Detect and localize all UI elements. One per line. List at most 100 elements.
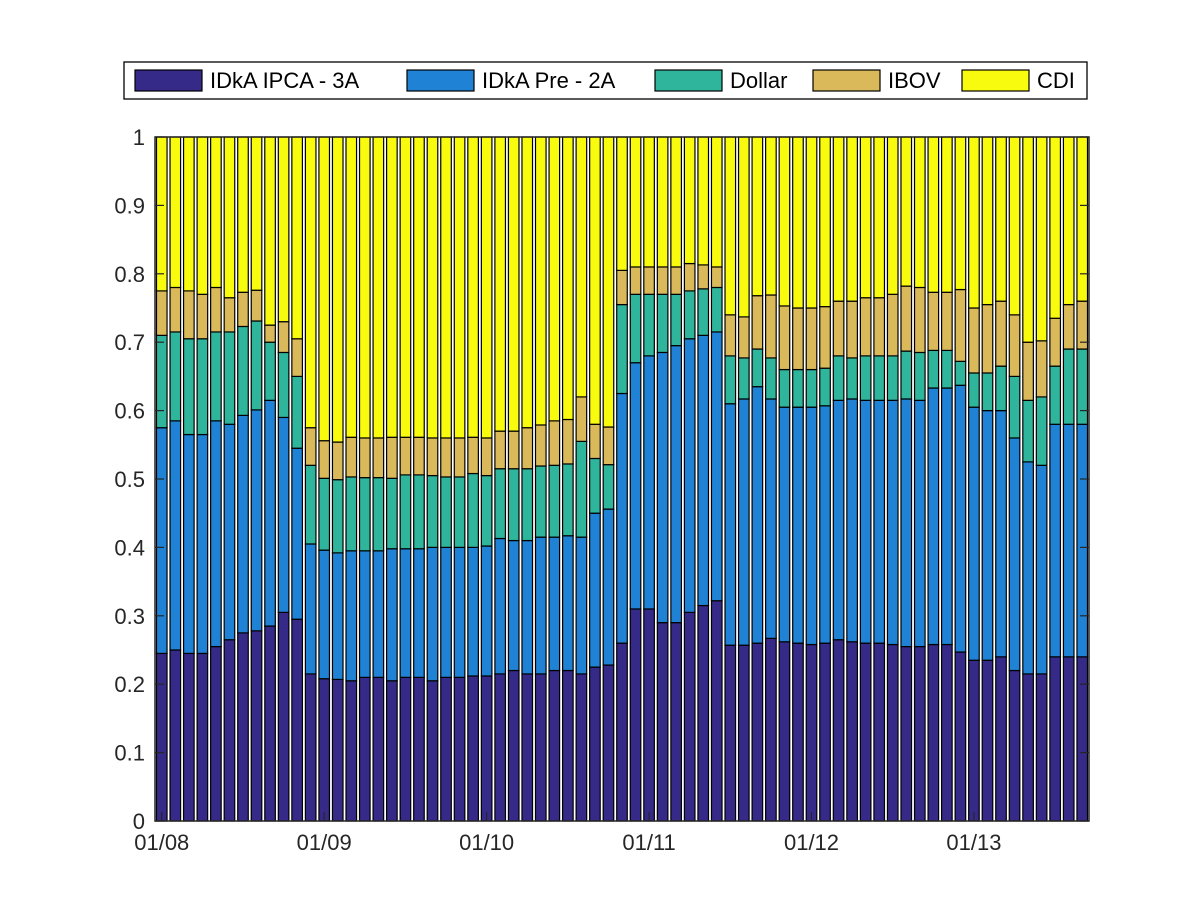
bar-segment-3-14 [345, 436, 358, 478]
bar-segment-2-45 [765, 357, 777, 400]
bar-segment-4-24 [480, 136, 493, 439]
bar-segment-2-11 [304, 464, 317, 545]
bar-segment-1-55 [900, 398, 913, 648]
bar-segment-2-10 [291, 375, 304, 449]
bar-segment-0-66 [1049, 656, 1062, 822]
bar-segment-0-40 [697, 604, 710, 822]
bar-segment-1-49 [819, 405, 831, 644]
bar-segment-2-55 [900, 350, 913, 400]
bar-segment-2-13 [331, 479, 344, 554]
bar-segment-1-0 [155, 427, 168, 655]
bar-segment-4-6 [237, 136, 249, 293]
bars-layer [155, 136, 1089, 822]
bar-segment-2-37 [656, 293, 669, 354]
bar-segment-1-41 [710, 331, 723, 602]
bar-segment-2-65 [1035, 396, 1048, 466]
bar-segment-2-22 [453, 476, 466, 549]
bar-segment-4-68 [1076, 136, 1089, 302]
bar-segment-2-16 [372, 477, 385, 552]
bar-segment-4-48 [805, 136, 818, 309]
bar-segment-1-58 [940, 387, 953, 646]
bar-segment-1-25 [494, 537, 507, 675]
bar-segment-3-44 [751, 295, 764, 350]
legend-swatch-1 [406, 69, 475, 92]
bar-segment-1-14 [345, 550, 358, 682]
bar-segment-0-10 [291, 618, 304, 822]
bar-segment-0-38 [670, 622, 683, 822]
bar-segment-4-36 [643, 136, 655, 268]
bar-segment-2-59 [954, 360, 967, 386]
legend-swatch-0 [134, 69, 203, 92]
bar-segment-3-3 [196, 293, 209, 340]
bar-segment-0-15 [358, 676, 371, 822]
bar-segment-0-54 [886, 643, 899, 822]
bar-segment-0-24 [480, 675, 493, 822]
bar-segment-1-3 [196, 433, 209, 655]
legend-label-3: IBOV [888, 68, 941, 93]
bar-segment-0-12 [318, 678, 331, 822]
bar-segment-2-35 [629, 293, 642, 364]
bar-segment-2-9 [277, 351, 290, 419]
bar-segment-1-62 [995, 410, 1007, 658]
bar-segment-3-34 [616, 269, 628, 306]
bar-segment-2-21 [440, 476, 452, 549]
bar-segment-1-20 [426, 546, 439, 682]
bar-segment-3-18 [399, 436, 412, 476]
bar-segment-4-8 [264, 136, 276, 326]
bar-segment-2-64 [1022, 399, 1034, 463]
bar-segment-4-1 [169, 136, 182, 289]
bar-segment-1-42 [724, 403, 737, 646]
bar-segment-0-46 [778, 641, 791, 822]
legend-label-0: IDkA IPCA - 3A [210, 68, 359, 93]
bar-segment-3-1 [169, 286, 182, 333]
bar-segment-3-58 [940, 291, 953, 352]
bar-segment-3-21 [440, 437, 452, 478]
bar-segment-0-52 [859, 642, 872, 822]
bar-segment-2-3 [196, 338, 209, 436]
bar-segment-1-12 [318, 549, 331, 680]
bar-segment-3-45 [765, 294, 777, 359]
bar-segment-1-35 [629, 362, 642, 610]
bar-segment-1-15 [358, 550, 371, 678]
bar-segment-1-8 [264, 399, 276, 627]
bar-segment-0-17 [386, 680, 398, 822]
bar-segment-4-27 [521, 136, 534, 429]
bar-segment-4-11 [304, 136, 317, 429]
bar-segment-2-12 [318, 477, 331, 551]
bar-segment-4-22 [453, 136, 466, 439]
bar-segment-1-27 [521, 539, 534, 675]
y-tick-label: 0.8 [114, 262, 145, 287]
y-tick-label: 0.1 [114, 741, 145, 766]
bar-segment-3-16 [372, 437, 385, 479]
bar-segment-0-68 [1076, 656, 1089, 822]
bar-segment-1-29 [548, 536, 561, 672]
x-tick-label: 01/13 [946, 830, 1001, 855]
bar-segment-1-53 [873, 399, 886, 644]
bar-segment-2-2 [182, 338, 195, 436]
bar-segment-1-16 [372, 550, 385, 678]
y-tick-label: 1 [133, 125, 145, 150]
bar-segment-2-34 [616, 303, 628, 395]
bar-segment-0-61 [981, 659, 994, 822]
bar-segment-2-28 [534, 465, 547, 538]
bar-segment-2-15 [358, 477, 371, 552]
bar-segment-3-4 [210, 286, 222, 333]
bar-segment-4-55 [900, 136, 913, 287]
bar-segment-2-51 [846, 357, 859, 400]
bar-segment-0-5 [223, 639, 236, 822]
bar-segment-0-57 [927, 643, 940, 822]
bar-segment-1-54 [886, 399, 899, 646]
bar-segment-2-58 [940, 349, 953, 389]
bar-segment-4-54 [886, 136, 899, 295]
bar-segment-2-27 [521, 468, 534, 542]
bar-segment-0-67 [1062, 656, 1075, 822]
bar-segment-0-51 [846, 641, 859, 822]
bar-segment-1-28 [534, 536, 547, 675]
bar-segment-1-47 [792, 406, 804, 644]
bar-segment-2-63 [1008, 375, 1021, 439]
bar-segment-0-16 [372, 676, 385, 822]
bar-segment-1-56 [913, 399, 926, 648]
bar-segment-0-31 [575, 673, 588, 822]
bar-segment-0-65 [1035, 673, 1048, 822]
bar-segment-1-26 [507, 539, 520, 672]
